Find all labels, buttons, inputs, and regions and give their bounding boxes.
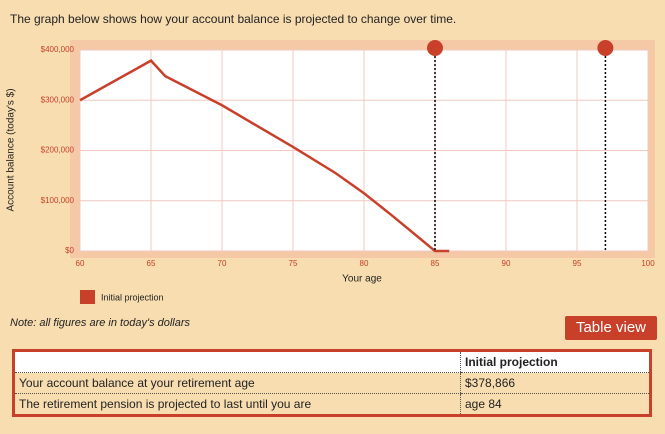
cell: $378,866 [460, 372, 651, 394]
legend-label: Initial projection [101, 292, 164, 302]
x-tick-label: 70 [218, 259, 227, 268]
x-axis-title: Your age [342, 274, 382, 285]
y-tick-label: $0 [65, 246, 74, 255]
y-tick-label: $200,000 [41, 146, 75, 155]
x-tick-label: 90 [502, 259, 511, 268]
cell: Your account balance at your retirement … [13, 372, 461, 394]
x-tick-label: 85 [431, 259, 440, 268]
series-line [79, 59, 450, 253]
marker-dot [597, 40, 614, 56]
legend-swatch [80, 290, 95, 304]
x-tick-label: 65 [147, 259, 156, 268]
x-tick-label: 60 [76, 259, 85, 268]
intro-text: The graph below shows how your account b… [10, 12, 456, 26]
x-tick-label: 95 [573, 259, 582, 268]
header-cell: Initial projection [460, 350, 651, 373]
x-tick-label: 100 [641, 259, 655, 268]
cell: age 84 [460, 393, 651, 416]
marker-dot [427, 40, 443, 56]
x-tick-label: 75 [289, 259, 298, 268]
y-axis-title: Account balance (today's $) [6, 88, 17, 211]
summary-table: Initial projection Your account balance … [12, 349, 652, 417]
note: Note: all figures are in today's dollars [10, 317, 191, 329]
y-tick-label: $300,000 [41, 95, 75, 104]
y-tick-label: $100,000 [41, 196, 75, 205]
x-tick-label: 80 [360, 259, 369, 268]
y-tick-label: $400,000 [41, 45, 75, 54]
table-view-button[interactable]: Table view [565, 316, 657, 340]
header-cell [13, 350, 461, 373]
cell: The retirement pension is projected to l… [13, 393, 461, 416]
